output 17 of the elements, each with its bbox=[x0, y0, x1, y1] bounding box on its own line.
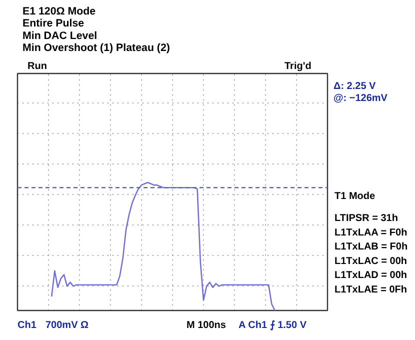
text: L1TxLAE = 0Fh bbox=[334, 284, 408, 296]
chart-subtitle: Entire Pulse Min DAC Level Min Overshoot (1) Plateau (2) bbox=[22, 18, 170, 54]
text: L1TxLAC = 00h bbox=[334, 256, 408, 267]
text: L1TxLAB = F0h bbox=[334, 242, 408, 253]
text: @: −126mV bbox=[334, 93, 388, 104]
text: LTIPSR = 31h bbox=[334, 213, 398, 224]
text: L1TxLAA = F0h bbox=[334, 227, 408, 238]
text: Δ: 2.25 V bbox=[334, 81, 376, 92]
text: M 100ns bbox=[186, 320, 226, 331]
chart-title: E1 120Ω Mode bbox=[22, 6, 96, 18]
text: Ch1 bbox=[18, 320, 37, 331]
text: Trig'd bbox=[284, 61, 312, 72]
text: L1TxLAD = 00h bbox=[334, 270, 408, 282]
text: 700mV Ω bbox=[46, 320, 89, 331]
text: T1 Mode bbox=[334, 191, 376, 202]
text: Run bbox=[28, 61, 47, 72]
text: A Ch1 ⨍ 1.50 V bbox=[238, 320, 307, 331]
